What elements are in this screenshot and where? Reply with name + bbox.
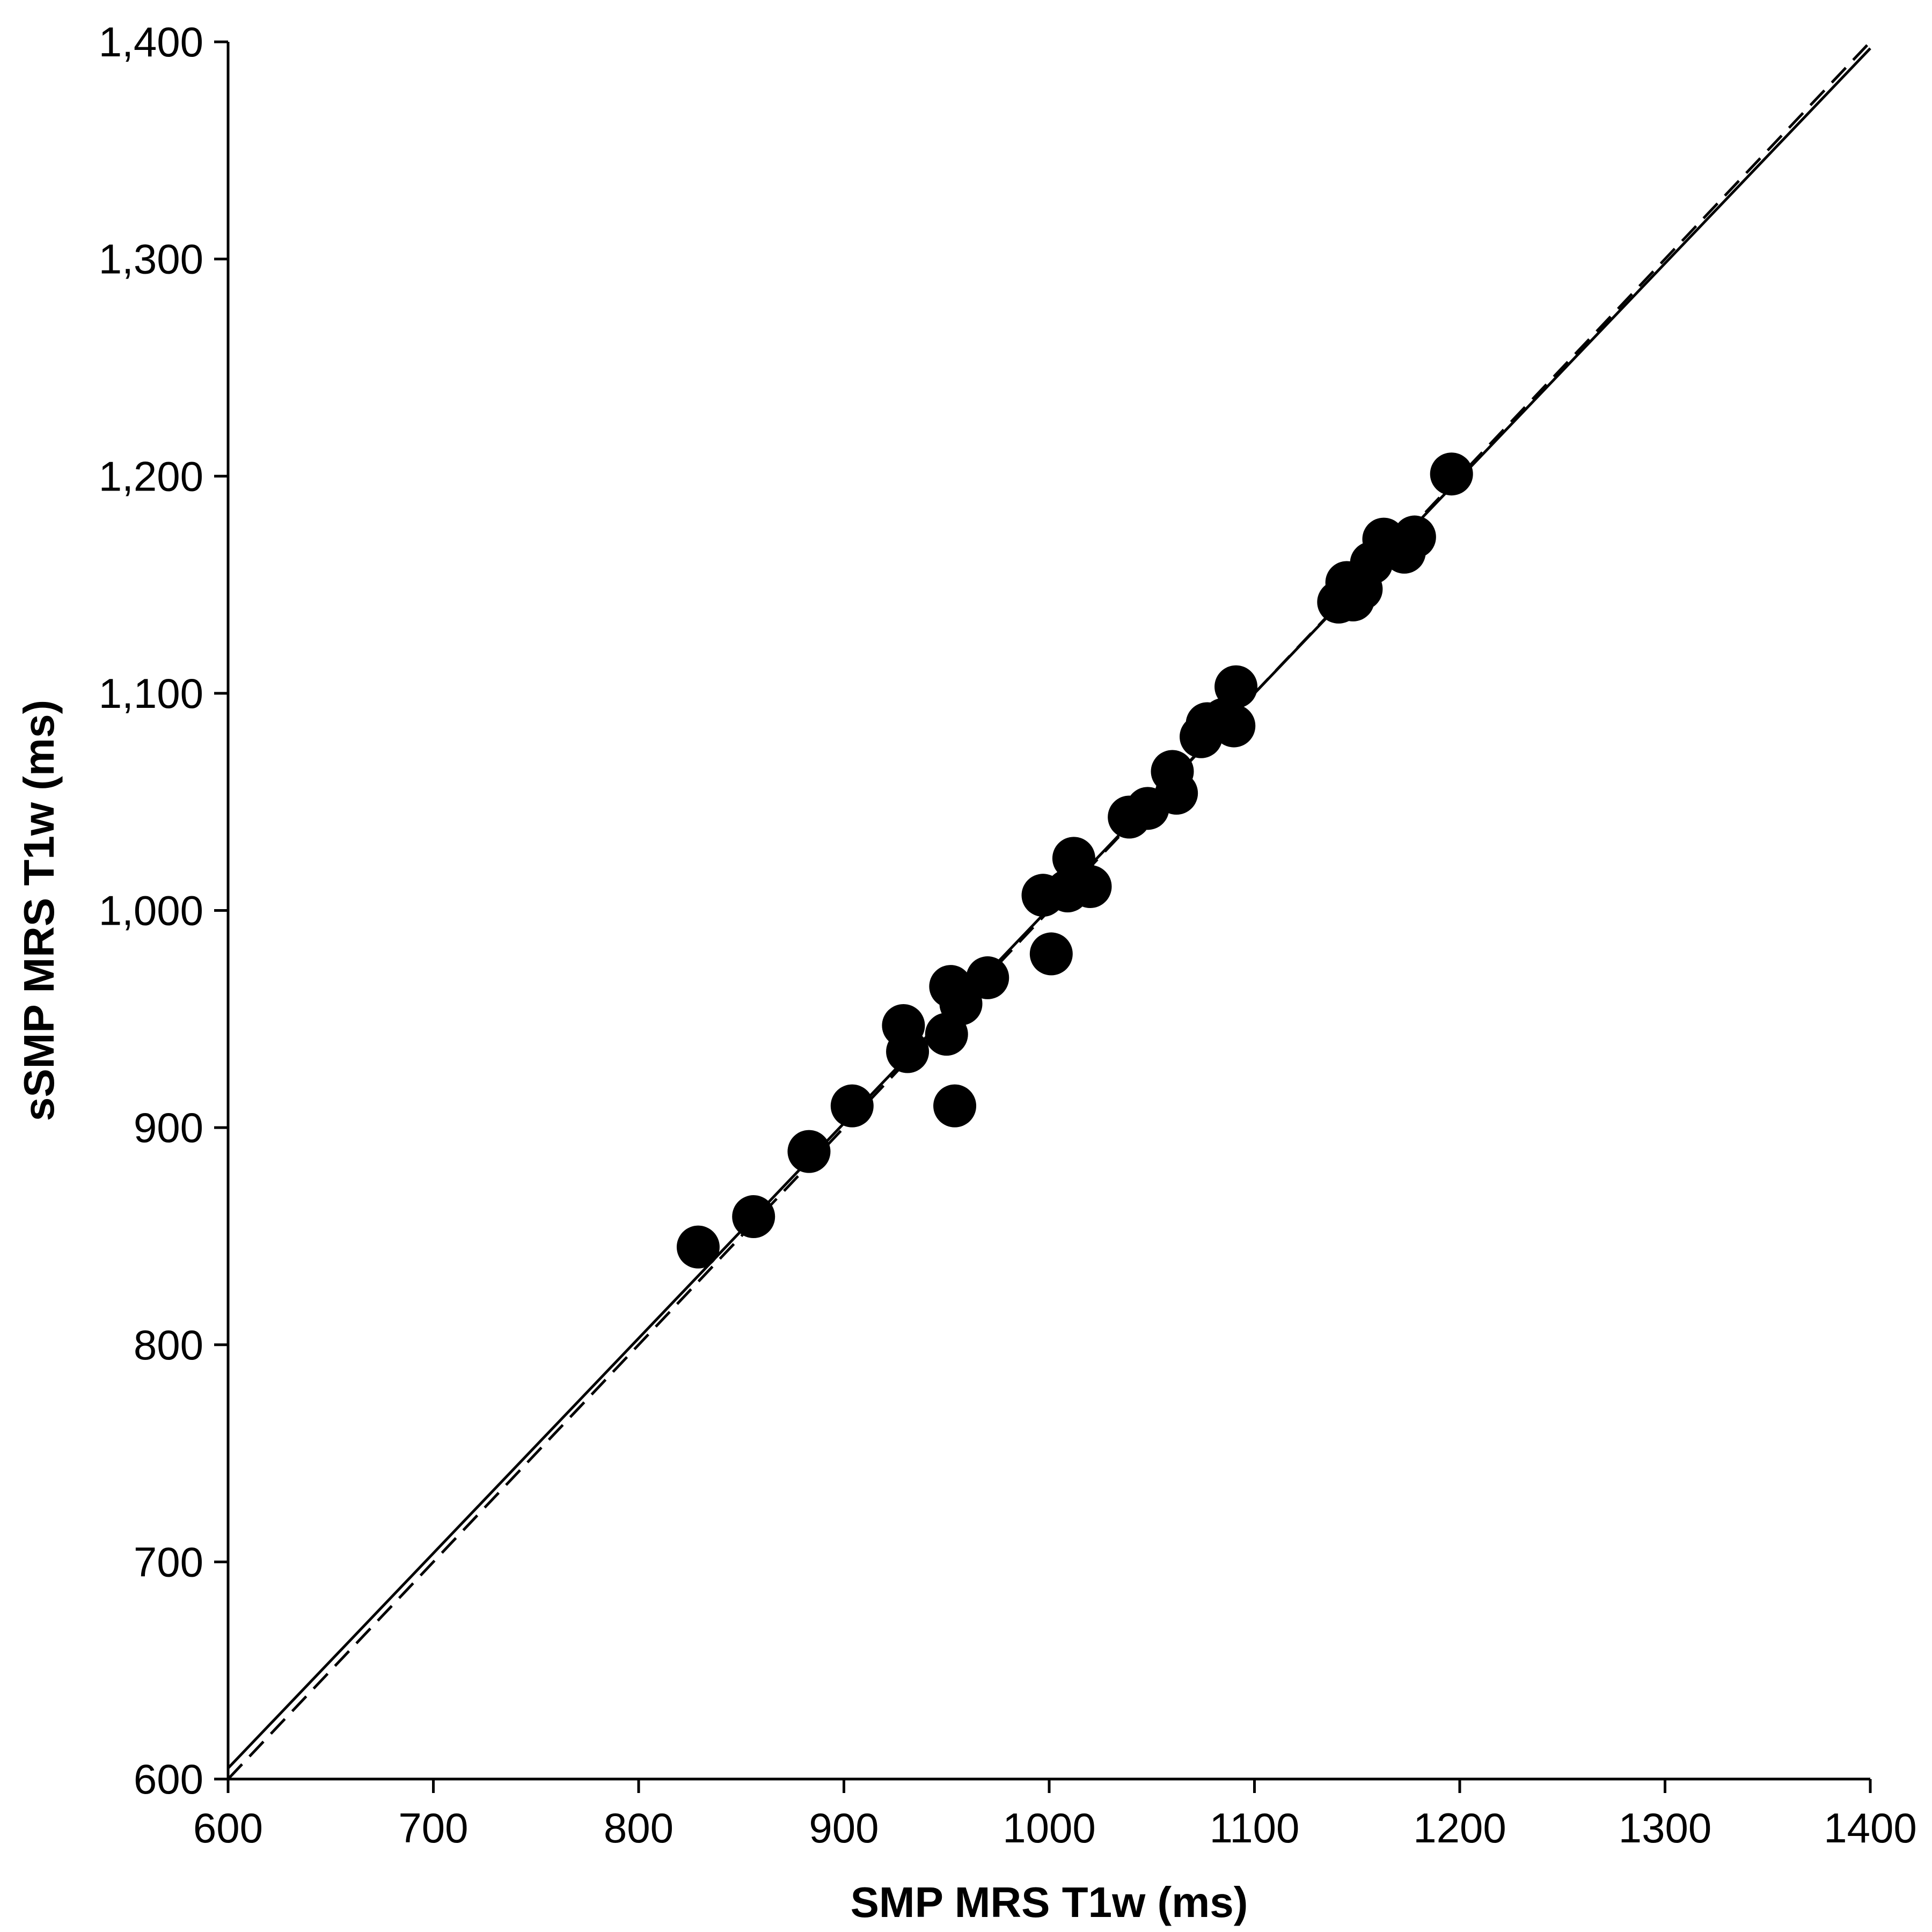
x-axis-title: SMP MRS T1w (ms) xyxy=(851,1878,1248,1926)
x-tick-label: 1200 xyxy=(1413,1804,1506,1851)
y-tick-label: 1,000 xyxy=(99,887,203,934)
x-tick-label: 1300 xyxy=(1619,1804,1712,1851)
x-tick-label: 1400 xyxy=(1824,1804,1917,1851)
x-tick-label: 700 xyxy=(398,1804,468,1851)
data-points xyxy=(676,452,1473,1269)
data-point xyxy=(787,1130,831,1173)
data-point xyxy=(1212,704,1256,748)
y-tick-label: 900 xyxy=(134,1104,203,1151)
data-point xyxy=(1029,932,1073,976)
data-point xyxy=(1430,452,1473,496)
x-tick-label: 1100 xyxy=(1210,1804,1300,1851)
y-tick-label: 1,100 xyxy=(99,670,203,717)
data-point xyxy=(886,1030,930,1073)
data-point xyxy=(732,1195,775,1239)
y-tick-label: 700 xyxy=(134,1538,203,1585)
x-tick-label: 800 xyxy=(604,1804,674,1851)
x-tick-label: 600 xyxy=(193,1804,263,1851)
x-tick-label: 900 xyxy=(809,1804,879,1851)
y-tick-label: 1,300 xyxy=(99,236,203,283)
ticks: 600 700 800 900 1,000 1,100 1,200 1,300 1,400 600… xyxy=(99,18,1917,1851)
x-tick-label: 1000 xyxy=(1002,1804,1096,1851)
data-point xyxy=(933,1084,977,1128)
y-axis-title: sSMP MRS T1w (ms) xyxy=(15,700,63,1121)
data-point xyxy=(676,1225,720,1269)
data-point xyxy=(1393,515,1436,559)
y-tick-label: 800 xyxy=(134,1321,203,1368)
data-point xyxy=(939,982,983,1026)
y-tick-label: 1,400 xyxy=(99,18,203,65)
data-point xyxy=(1214,665,1258,708)
y-tick-label: 1,200 xyxy=(99,452,203,500)
data-point xyxy=(966,956,1009,999)
data-point xyxy=(1069,865,1112,908)
y-tick-label: 600 xyxy=(134,1755,203,1803)
data-point xyxy=(1155,772,1198,815)
data-point xyxy=(830,1084,874,1128)
